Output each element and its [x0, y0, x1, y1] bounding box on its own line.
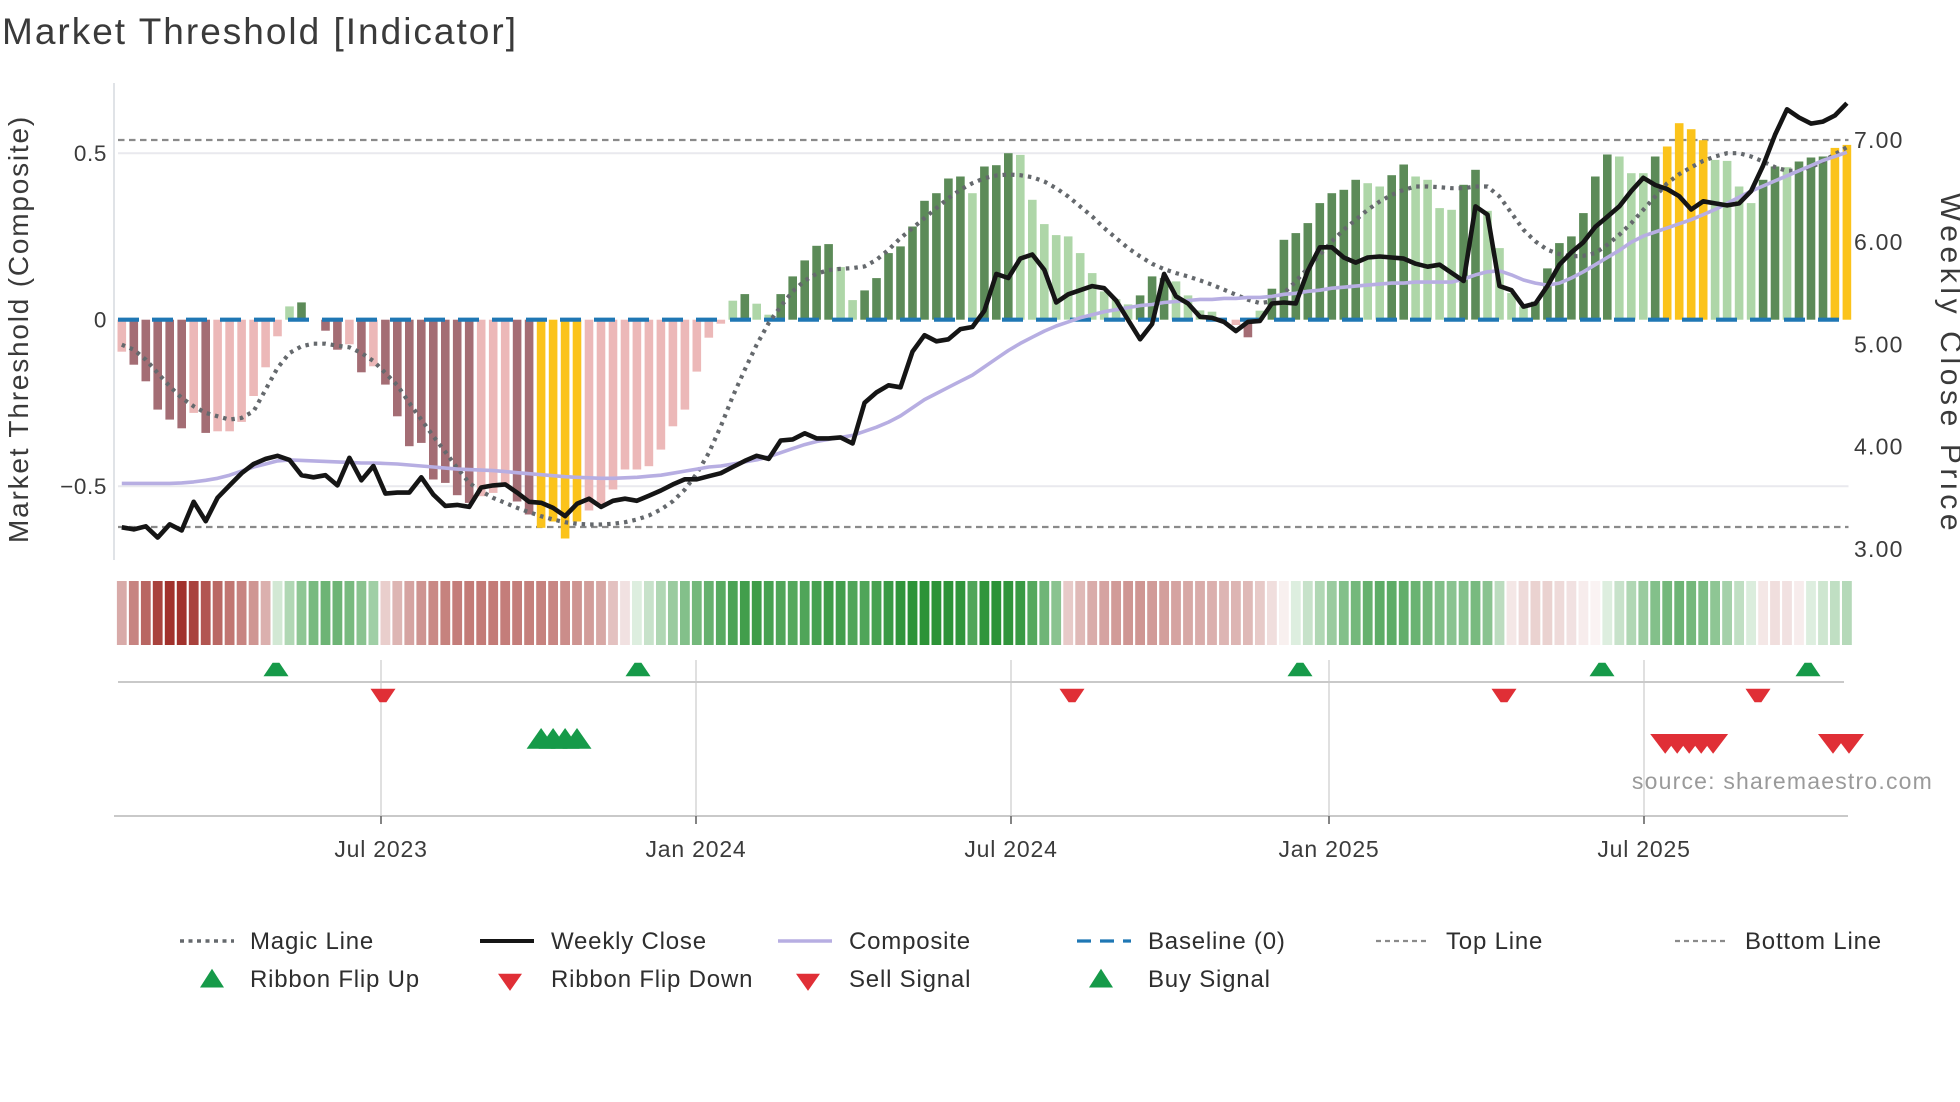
svg-text:Market Threshold [Indicator]: Market Threshold [Indicator] [2, 11, 518, 52]
svg-text:Magic Line: Magic Line [250, 928, 374, 955]
svg-text:Jul 2024: Jul 2024 [964, 836, 1057, 862]
svg-text:Jul 2025: Jul 2025 [1597, 836, 1690, 862]
svg-text:−0.5: −0.5 [60, 474, 107, 499]
svg-text:0: 0 [94, 308, 107, 333]
svg-text:4.00: 4.00 [1854, 434, 1904, 460]
svg-text:Jan 2024: Jan 2024 [645, 836, 746, 862]
svg-text:Sell Signal: Sell Signal [849, 966, 971, 993]
svg-text:Bottom Line: Bottom Line [1745, 928, 1882, 955]
svg-text:source: sharemaestro.com: source: sharemaestro.com [1632, 768, 1933, 794]
svg-text:0.5: 0.5 [74, 141, 107, 166]
svg-text:Baseline (0): Baseline (0) [1148, 928, 1286, 955]
svg-text:Jan 2025: Jan 2025 [1278, 836, 1379, 862]
svg-text:5.00: 5.00 [1854, 331, 1904, 357]
svg-text:Ribbon Flip Down: Ribbon Flip Down [551, 966, 753, 993]
svg-text:Composite: Composite [849, 928, 971, 955]
svg-text:Weekly Close: Weekly Close [551, 928, 707, 955]
svg-text:Jul 2023: Jul 2023 [334, 836, 427, 862]
svg-text:Ribbon Flip Up: Ribbon Flip Up [250, 966, 420, 993]
svg-text:7.00: 7.00 [1854, 127, 1904, 153]
svg-text:Weekly Close Price: Weekly Close Price [1934, 193, 1960, 535]
svg-text:6.00: 6.00 [1854, 229, 1904, 255]
svg-text:Market Threshold (Composite): Market Threshold (Composite) [3, 115, 34, 543]
svg-text:Buy Signal: Buy Signal [1148, 966, 1271, 993]
svg-text:3.00: 3.00 [1854, 536, 1904, 562]
svg-text:Top Line: Top Line [1446, 928, 1543, 955]
